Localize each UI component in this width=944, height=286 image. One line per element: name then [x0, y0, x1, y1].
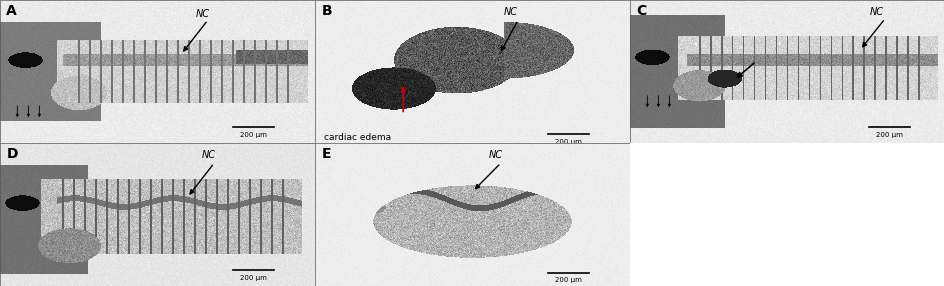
Text: B: B	[321, 4, 331, 18]
Text: E: E	[321, 147, 330, 161]
Text: 200 µm: 200 µm	[875, 132, 902, 138]
Text: D: D	[7, 147, 18, 161]
Text: 200 µm: 200 µm	[240, 275, 267, 281]
Text: NC: NC	[868, 7, 883, 17]
Text: cardiac edema: cardiac edema	[324, 133, 391, 142]
Text: NC: NC	[195, 9, 209, 19]
Text: A: A	[7, 4, 17, 18]
Text: NC: NC	[503, 7, 517, 17]
Text: 200 µm: 200 µm	[554, 139, 582, 145]
Text: NC: NC	[201, 150, 215, 160]
Text: 200 µm: 200 µm	[240, 132, 267, 138]
Text: 200 µm: 200 µm	[554, 277, 582, 283]
Text: NC: NC	[488, 150, 501, 160]
Text: C: C	[635, 4, 646, 18]
